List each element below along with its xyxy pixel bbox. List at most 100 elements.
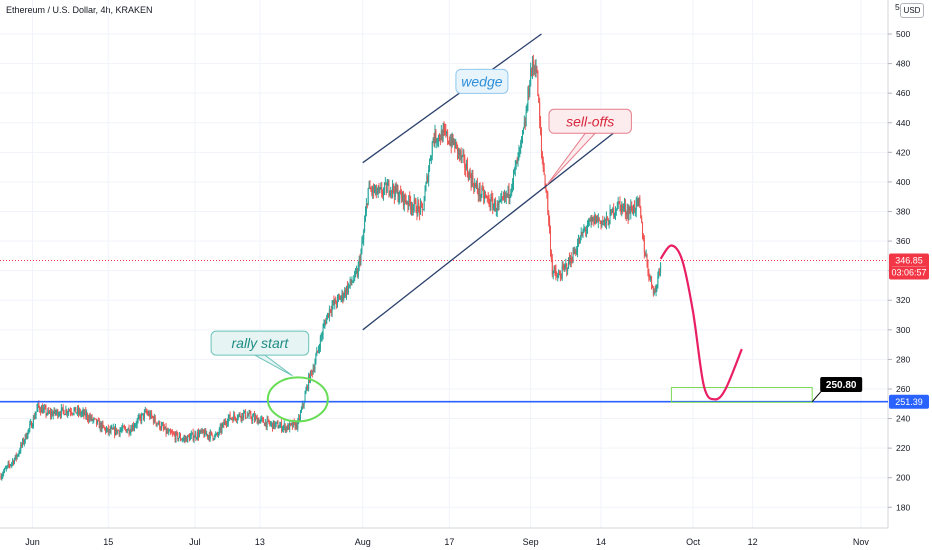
candle-body bbox=[211, 432, 213, 436]
candle-body bbox=[208, 435, 210, 439]
candle-body bbox=[605, 217, 607, 224]
candle-body bbox=[608, 224, 610, 226]
candle-body bbox=[572, 250, 574, 263]
candle-body bbox=[68, 410, 70, 412]
candle-body bbox=[319, 337, 321, 349]
candle-body bbox=[380, 187, 382, 189]
candle-body bbox=[166, 430, 168, 434]
candle-body bbox=[137, 418, 139, 421]
candle-body bbox=[555, 270, 557, 276]
candle-body bbox=[328, 309, 330, 317]
candle-body bbox=[343, 296, 345, 299]
candle-body bbox=[356, 270, 358, 277]
candle-body bbox=[133, 425, 135, 429]
candle-body bbox=[337, 296, 339, 305]
candle-body bbox=[70, 412, 72, 414]
candle-body bbox=[46, 413, 48, 415]
candle-body bbox=[83, 410, 85, 416]
candle-body bbox=[215, 434, 217, 436]
candle-body bbox=[438, 135, 440, 139]
candle-body bbox=[336, 303, 338, 305]
candle-body bbox=[547, 193, 549, 213]
candle-body bbox=[574, 250, 576, 254]
candle-body bbox=[436, 141, 438, 143]
candle-body bbox=[53, 409, 55, 414]
callout-pointer bbox=[254, 354, 293, 377]
time-tick-label: 14 bbox=[596, 537, 606, 547]
candle-body bbox=[109, 429, 111, 432]
candle-body bbox=[219, 426, 221, 429]
candle-body bbox=[327, 313, 329, 318]
candle-body bbox=[313, 368, 315, 370]
candle-body bbox=[330, 310, 332, 312]
candle-body bbox=[596, 216, 598, 222]
candle-body bbox=[127, 427, 129, 431]
candle-body bbox=[579, 235, 581, 243]
candle-body bbox=[370, 188, 372, 190]
candle-body bbox=[337, 296, 339, 298]
candle-body bbox=[207, 435, 209, 438]
candle-body bbox=[477, 191, 479, 196]
candle-body bbox=[35, 411, 37, 416]
candle-body bbox=[466, 164, 468, 175]
candle-body bbox=[81, 412, 83, 414]
candle-body bbox=[438, 135, 440, 141]
candle-body bbox=[552, 271, 554, 275]
candle-body bbox=[442, 128, 444, 142]
candle-body bbox=[549, 220, 551, 231]
candle-body bbox=[633, 205, 635, 212]
candle-body bbox=[369, 184, 371, 189]
candle-body bbox=[9, 464, 11, 466]
candle-body bbox=[262, 418, 264, 420]
candle-body bbox=[297, 420, 299, 429]
candle-body bbox=[77, 408, 79, 413]
candle-body bbox=[306, 385, 308, 391]
candle-body bbox=[55, 412, 57, 414]
candle-body bbox=[300, 412, 302, 420]
candle-body bbox=[464, 156, 466, 169]
candle-body bbox=[128, 427, 130, 434]
candle-body bbox=[582, 230, 584, 236]
wedge-lower-line bbox=[362, 129, 618, 331]
candle-body bbox=[273, 420, 275, 428]
candle-body bbox=[141, 414, 143, 421]
candle-body bbox=[635, 199, 637, 211]
candle-body bbox=[431, 142, 433, 156]
candle-body bbox=[304, 394, 306, 403]
candle-body bbox=[281, 428, 283, 431]
candle-body bbox=[422, 209, 424, 211]
candle-body bbox=[151, 412, 153, 417]
callout-box bbox=[210, 330, 310, 356]
candle-body bbox=[41, 407, 43, 414]
candle-body bbox=[417, 203, 419, 215]
currency-button[interactable]: USD bbox=[900, 3, 924, 18]
candle-body bbox=[448, 141, 450, 143]
candle-body bbox=[396, 189, 398, 192]
candle-body bbox=[272, 422, 274, 429]
candle-body bbox=[90, 415, 92, 419]
candle-body bbox=[87, 418, 89, 421]
candle-body bbox=[29, 424, 31, 429]
candle-body bbox=[333, 301, 335, 305]
candle-body bbox=[412, 206, 414, 211]
symbol-title: Ethereum / U.S. Dollar, 4h, KRAKEN bbox=[6, 5, 153, 15]
candle-body bbox=[37, 403, 39, 408]
candle-body bbox=[145, 410, 147, 413]
projection-curve bbox=[659, 244, 743, 401]
candle-body bbox=[519, 147, 521, 153]
candle-body bbox=[540, 133, 542, 152]
candle-body bbox=[157, 423, 159, 425]
candle-body bbox=[410, 202, 412, 210]
candle-body bbox=[377, 187, 379, 193]
candle-body bbox=[136, 420, 138, 425]
candle-body bbox=[499, 200, 501, 203]
candle-body bbox=[376, 192, 378, 195]
candle-body bbox=[473, 184, 475, 190]
candle-body bbox=[315, 356, 317, 364]
candle-body bbox=[28, 428, 30, 431]
candle-body bbox=[105, 428, 107, 432]
candle-body bbox=[535, 66, 537, 72]
candle-body bbox=[426, 176, 428, 183]
